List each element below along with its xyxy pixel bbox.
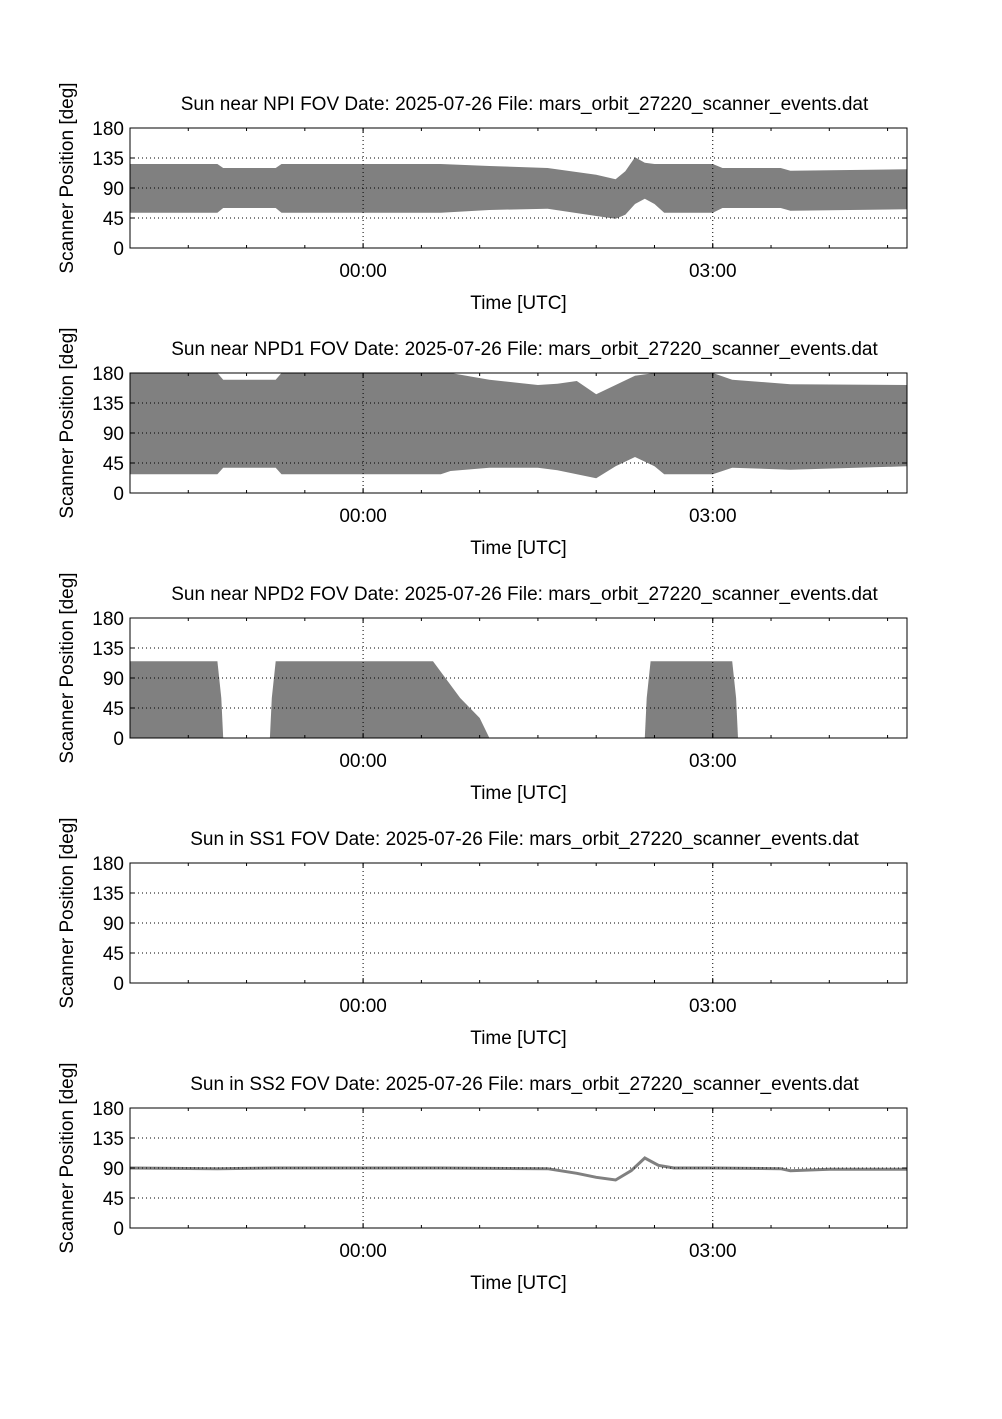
y-tick-label: 135 [92, 1129, 124, 1150]
x-axis-label: Time [UTC] [470, 1273, 566, 1294]
chart-panel-3: Sun near NPD2 FOV Date: 2025-07-26 File:… [57, 572, 908, 804]
y-tick-label: 0 [113, 729, 124, 750]
y-tick-label: 45 [103, 209, 124, 230]
series-segment-3 [644, 661, 738, 738]
y-tick-label: 135 [92, 394, 124, 415]
x-axis-label: Time [UTC] [470, 538, 566, 559]
y-tick-label: 135 [92, 639, 124, 660]
chart-panel-2: Sun near NPD1 FOV Date: 2025-07-26 File:… [57, 327, 908, 559]
y-axis-label: Scanner Position [deg] [57, 817, 78, 1008]
y-tick-label: 45 [103, 1189, 124, 1210]
x-axis-label: Time [UTC] [470, 783, 566, 804]
x-tick-label: 03:00 [689, 506, 737, 527]
series-line [129, 1156, 907, 1182]
x-tick-label: 03:00 [689, 261, 737, 282]
x-tick-label: 00:00 [339, 1241, 387, 1262]
x-axis-label: Time [UTC] [470, 293, 566, 314]
plot-frame [129, 1107, 908, 1229]
y-axis-label: Scanner Position [deg] [57, 572, 78, 763]
y-tick-label: 0 [113, 1219, 124, 1240]
series-band [130, 373, 907, 479]
chart-panel-5: Sun in SS2 FOV Date: 2025-07-26 File: ma… [57, 1062, 908, 1294]
y-tick-label: 0 [113, 974, 124, 995]
y-tick-label: 45 [103, 454, 124, 475]
y-tick-label: 90 [103, 914, 124, 935]
chart-title: Sun in SS2 FOV Date: 2025-07-26 File: ma… [190, 1074, 859, 1095]
series-segment-1 [130, 661, 224, 738]
plot-frame [129, 127, 908, 249]
plot-frame [129, 372, 908, 494]
chart-title: Sun in SS1 FOV Date: 2025-07-26 File: ma… [190, 829, 859, 850]
series-segment-2 [269, 661, 490, 738]
y-tick-label: 180 [92, 364, 124, 385]
y-tick-label: 180 [92, 119, 124, 140]
chart-panel-4: Sun in SS1 FOV Date: 2025-07-26 File: ma… [57, 817, 908, 1049]
y-tick-label: 135 [92, 884, 124, 905]
y-axis-label: Scanner Position [deg] [57, 327, 78, 518]
y-tick-label: 180 [92, 1099, 124, 1120]
y-tick-label: 90 [103, 424, 124, 445]
x-tick-label: 00:00 [339, 506, 387, 527]
plot-frame [129, 862, 908, 984]
y-tick-label: 45 [103, 699, 124, 720]
x-axis-label: Time [UTC] [470, 1028, 566, 1049]
y-axis-label: Scanner Position [deg] [57, 82, 78, 273]
y-tick-label: 90 [103, 179, 124, 200]
chart-panel-1: Sun near NPI FOV Date: 2025-07-26 File: … [57, 82, 908, 314]
chart-title: Sun near NPD2 FOV Date: 2025-07-26 File:… [171, 584, 878, 605]
y-tick-label: 0 [113, 239, 124, 260]
y-tick-label: 180 [92, 854, 124, 875]
y-tick-label: 90 [103, 1159, 124, 1180]
y-tick-label: 180 [92, 609, 124, 630]
x-tick-label: 03:00 [689, 996, 737, 1017]
x-tick-label: 03:00 [689, 1241, 737, 1262]
plot-frame [129, 617, 908, 739]
x-tick-label: 00:00 [339, 996, 387, 1017]
y-tick-label: 90 [103, 669, 124, 690]
x-tick-label: 03:00 [689, 751, 737, 772]
y-axis-label: Scanner Position [deg] [57, 1062, 78, 1253]
y-tick-label: 135 [92, 149, 124, 170]
chart-title: Sun near NPI FOV Date: 2025-07-26 File: … [181, 94, 869, 115]
y-tick-label: 45 [103, 944, 124, 965]
y-tick-label: 0 [113, 484, 124, 505]
x-tick-label: 00:00 [339, 261, 387, 282]
x-tick-label: 00:00 [339, 751, 387, 772]
chart-title: Sun near NPD1 FOV Date: 2025-07-26 File:… [171, 339, 878, 360]
